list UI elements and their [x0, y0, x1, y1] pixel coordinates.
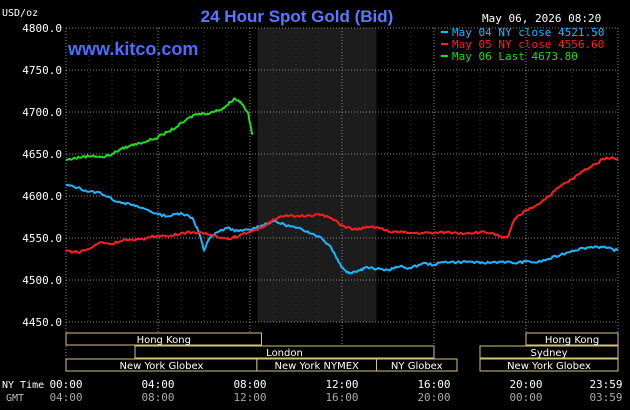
session-bar: [65, 332, 262, 346]
y-tick-label: 4750.0: [22, 64, 62, 77]
session-bar: [134, 345, 435, 359]
x-tick-ny-label: 16:00: [417, 378, 450, 391]
series-line: [65, 183, 619, 275]
x-tick-ny-label: 00:00: [49, 378, 82, 391]
y-axis-ticks: 4800.0 4750.0 4700.0 4650.0 4600.0 4550.0 4500…: [22, 22, 62, 329]
legend-entry: May 04 NY close 4521.50: [452, 26, 604, 39]
session-bar: [525, 332, 619, 346]
x-tick-gmt-label: 03:59: [589, 391, 622, 404]
session-label: Hong Kong: [545, 335, 599, 346]
ny-time-label: NY Time: [2, 380, 44, 391]
session-label: London: [266, 348, 303, 359]
y-tick-label: 4650.0: [22, 148, 62, 161]
x-tick-gmt-label: 04:00: [49, 391, 82, 404]
nymex-shade: [257, 28, 377, 322]
x-tick-ny-label: 04:00: [141, 378, 174, 391]
x-tick-gmt-label: 20:00: [417, 391, 450, 404]
session-label: New York Globex: [120, 361, 204, 372]
x-tick-gmt-label: 08:00: [141, 391, 174, 404]
y-tick-label: 4800.0: [22, 22, 62, 35]
series-line: [65, 97, 254, 161]
session-label: New York NYMEX: [275, 361, 360, 372]
legend-entry: May 05 NY close 4556.60: [452, 38, 604, 51]
x-tick-ny-label: 20:00: [509, 378, 542, 391]
x-tick-ny-label: 08:00: [233, 378, 266, 391]
grid-lines: [65, 27, 619, 372]
chart-title: 24 Hour Spot Gold (Bid): [201, 7, 394, 26]
y-tick-label: 4550.0: [22, 232, 62, 245]
x-tick-ny-label: 23:59: [589, 378, 622, 391]
x-tick-gmt-label: 00:00: [509, 391, 542, 404]
x-tick-ny-label: 12:00: [325, 378, 358, 391]
market-sessions: Hong Kong London New York Globex New York N…: [65, 332, 619, 372]
y-tick-label: 4600.0: [22, 190, 62, 203]
watermark-url: www.kitco.com: [67, 39, 198, 59]
legend-entry: May 06 Last 4673.80: [452, 50, 578, 63]
session-label: Sydney: [530, 348, 567, 359]
series-line: [66, 156, 619, 254]
y-tick-label: 4500.0: [22, 274, 62, 287]
series-lines: [65, 97, 619, 275]
session-label: New York Globex: [507, 361, 591, 372]
session-bar: [479, 358, 619, 372]
y-tick-label: 4450.0: [22, 316, 62, 329]
x-axis-ticks: 00:0004:0004:0008:0008:0012:0012:0016:00…: [49, 378, 622, 404]
x-tick-gmt-label: 12:00: [233, 391, 266, 404]
session-bar: [479, 345, 619, 359]
y-axis-unit: USD/oz: [2, 8, 38, 19]
session-bar: [376, 358, 458, 372]
timestamp: May 06, 2026 08:20: [482, 12, 601, 25]
y-tick-label: 4700.0: [22, 106, 62, 119]
x-tick-gmt-label: 16:00: [325, 391, 358, 404]
session-label: Hong Kong: [137, 335, 191, 346]
session-label: NY Globex: [391, 361, 443, 372]
gmt-label: GMT: [6, 393, 24, 404]
